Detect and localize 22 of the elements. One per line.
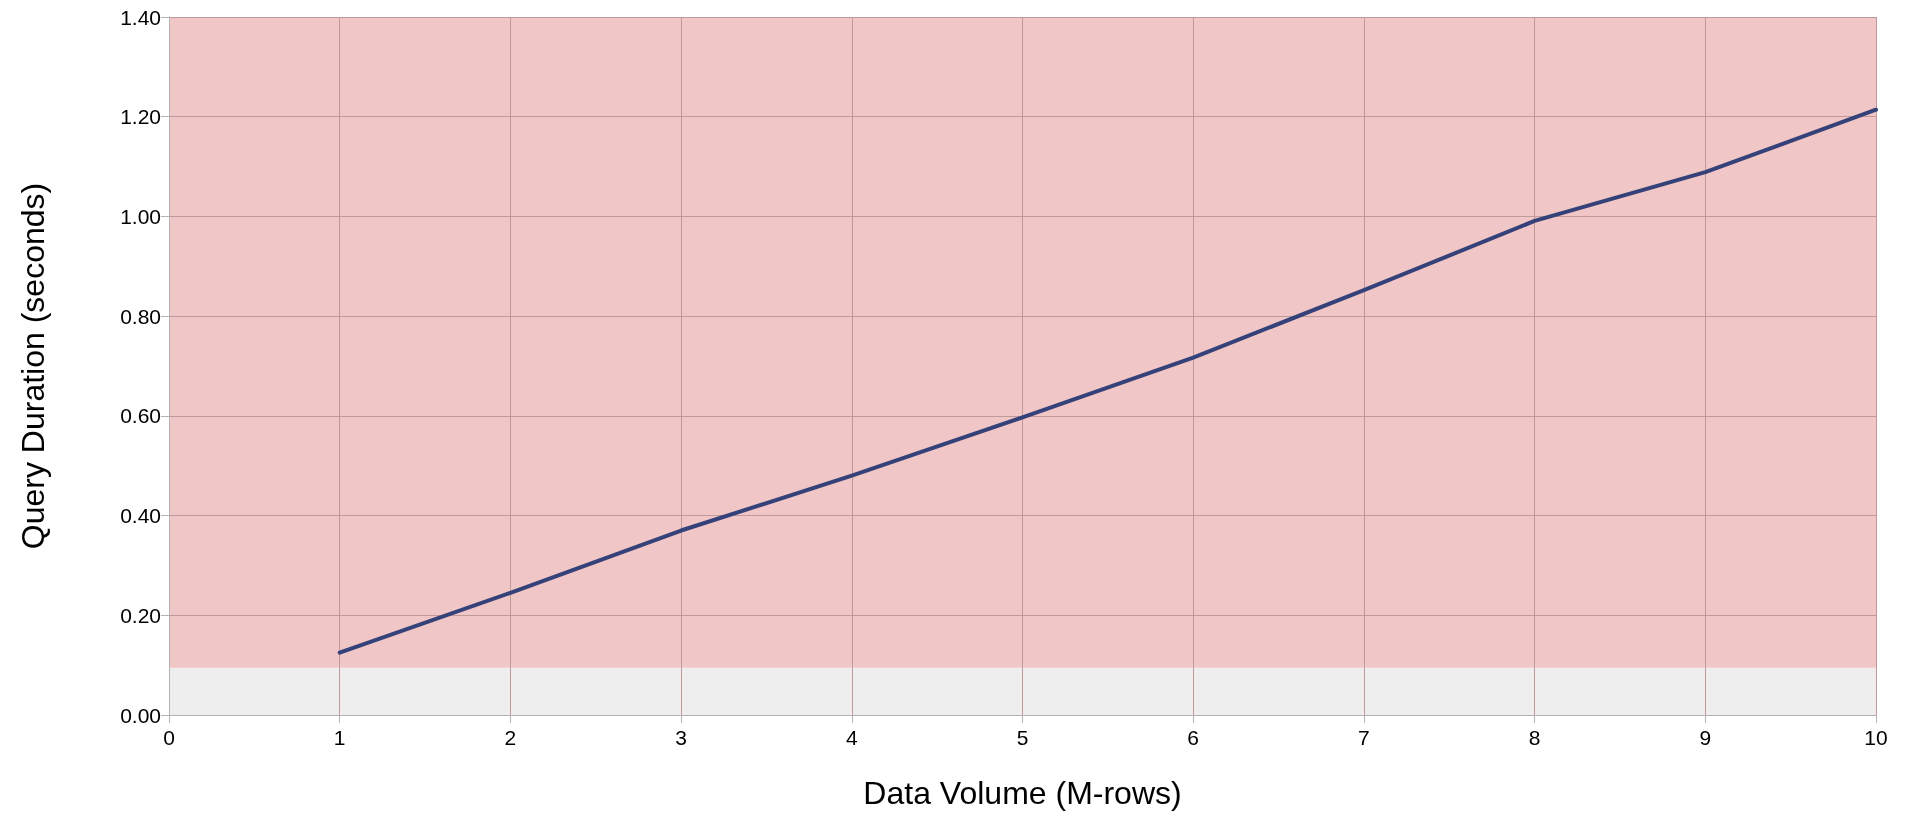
x-tick-label: 1 xyxy=(333,726,346,749)
x-tick-label: 4 xyxy=(845,726,858,749)
x-tick-label: 8 xyxy=(1528,726,1541,749)
y-tick-label: 0.00 xyxy=(120,703,161,727)
x-tick-label: 10 xyxy=(1864,726,1888,749)
x-tick-label: 9 xyxy=(1699,726,1712,749)
y-tick-label: 1.40 xyxy=(120,5,161,29)
x-tick-label: 3 xyxy=(675,726,687,749)
y-tick-label: 0.20 xyxy=(120,603,161,627)
y-tick-label: 0.80 xyxy=(120,304,161,328)
y-tick-label: 1.00 xyxy=(120,204,161,228)
y-axis-title: Query Duration (seconds) xyxy=(15,182,51,550)
y-tick-label: 0.40 xyxy=(120,504,161,528)
y-tick-label: 1.20 xyxy=(120,105,161,129)
x-tick-label: 5 xyxy=(1016,726,1029,749)
x-tick-label: 0 xyxy=(163,726,175,749)
x-axis-title: Data Volume (M-rows) xyxy=(863,775,1182,811)
line-series xyxy=(337,107,1878,655)
y-tick-label: 0.60 xyxy=(120,404,161,428)
x-tick-label: 7 xyxy=(1358,726,1370,749)
x-tick-label: 2 xyxy=(504,726,517,749)
x-tick-label: 6 xyxy=(1187,726,1200,749)
